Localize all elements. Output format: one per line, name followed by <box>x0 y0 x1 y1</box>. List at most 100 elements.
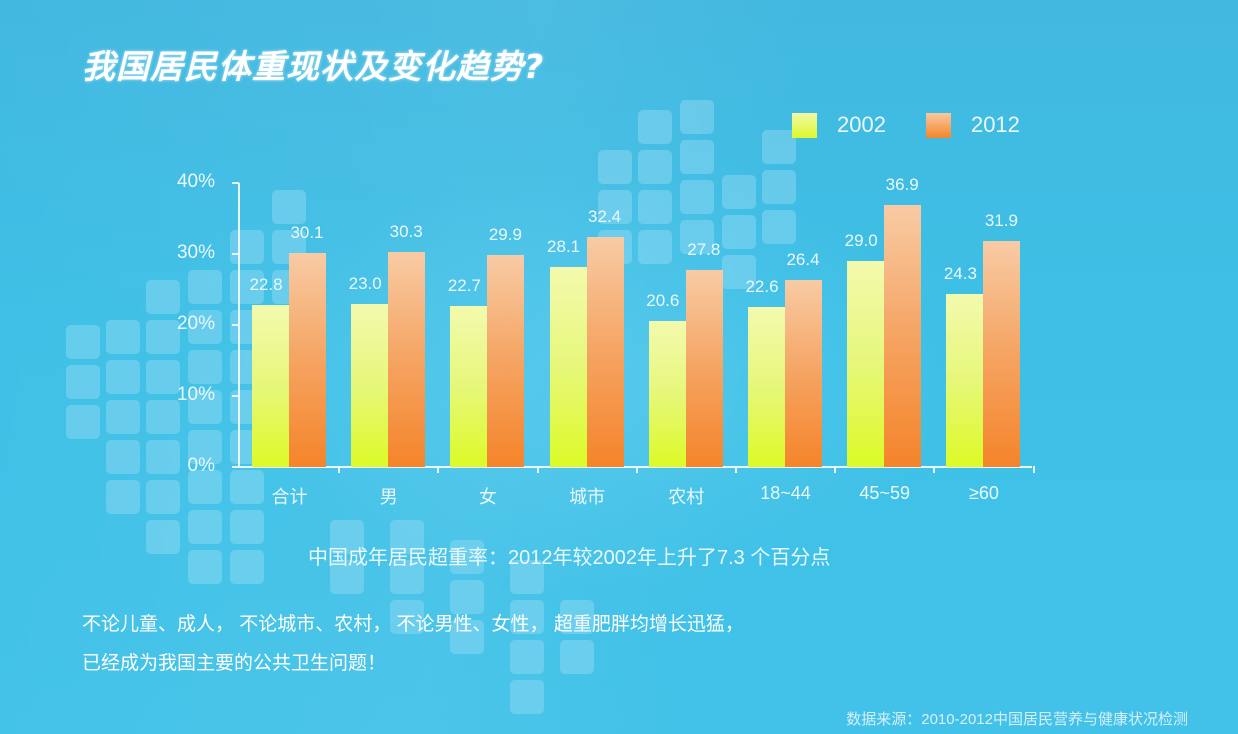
y-tick-label: 30% <box>176 242 215 263</box>
background-tile <box>680 100 714 134</box>
legend-item-2002: 2002 <box>792 112 886 138</box>
legend-swatch-2002 <box>792 112 817 138</box>
y-tick-label: 0% <box>187 455 215 476</box>
x-category-label: 女 <box>478 487 497 507</box>
page-title: 我国居民体重现状及变化趋势? <box>82 47 545 86</box>
background-tile <box>106 440 140 474</box>
bar-value-label: 27.8 <box>687 239 721 259</box>
background-tile <box>762 210 796 244</box>
x-tick <box>933 466 936 473</box>
legend-swatch-2012 <box>925 112 951 138</box>
x-tick <box>834 466 837 473</box>
background-tile <box>188 430 222 464</box>
background-tile <box>146 360 180 394</box>
bar-value-label: 20.6 <box>646 290 680 310</box>
background-tile <box>722 175 756 209</box>
background-tile <box>146 400 180 434</box>
background-tile <box>450 620 484 654</box>
bar-value-label: 29.9 <box>488 224 522 244</box>
note-line-2: 已经成为我国主要的公共卫生问题！ <box>82 653 387 674</box>
background-tile <box>762 130 796 164</box>
background-tile <box>188 510 222 544</box>
bar-value-label: 26.4 <box>786 249 820 269</box>
background-tile <box>66 365 100 399</box>
bar-2002 <box>450 305 488 467</box>
bar-2012 <box>289 253 326 467</box>
background-tile <box>66 325 100 359</box>
background-tile <box>230 270 264 304</box>
bar-2002 <box>549 267 587 467</box>
x-category-label: 男 <box>379 487 398 507</box>
background-tile <box>146 480 180 514</box>
bar-value-label: 29.0 <box>844 231 878 251</box>
background-tile <box>106 400 140 434</box>
bar-value-label: 30.1 <box>290 223 324 243</box>
bar-2002 <box>351 303 389 467</box>
background-tile <box>680 180 714 214</box>
background-tile <box>106 360 140 394</box>
background-tile <box>638 150 672 184</box>
bar-2012 <box>785 279 822 467</box>
note-line-1: 不论儿童、成人， 不论城市、农村， 不论男性、女性， 超重肥胖均增长迅猛， <box>82 614 744 635</box>
bar-2012 <box>884 205 922 467</box>
background-tile <box>146 520 180 554</box>
background-tile <box>230 470 264 504</box>
background-tile <box>390 520 424 554</box>
x-category-label: 城市 <box>569 487 606 507</box>
y-tick <box>232 466 239 468</box>
background-tile <box>188 270 222 304</box>
bar-value-label: 36.9 <box>885 175 919 194</box>
background-tile <box>598 190 632 224</box>
background-tile <box>390 560 424 594</box>
background-tile <box>188 310 222 344</box>
background-tile <box>188 470 222 504</box>
background-tile <box>638 190 672 224</box>
x-category-label: 合计 <box>271 487 308 507</box>
bar-value-label: 22.8 <box>249 275 283 295</box>
bar-2002 <box>946 294 984 467</box>
background-tile <box>560 640 594 674</box>
bar-value-label: 23.0 <box>348 273 382 293</box>
y-tick <box>232 253 239 255</box>
bar-2002 <box>252 305 289 467</box>
background-tile <box>722 215 756 249</box>
x-tick <box>1032 466 1035 473</box>
x-tick <box>437 466 440 473</box>
background-tile <box>390 600 424 634</box>
background-tile <box>106 480 140 514</box>
x-tick <box>338 466 341 473</box>
y-tick-label: 10% <box>176 384 215 405</box>
bar-2002 <box>847 261 885 467</box>
background-tile <box>680 140 714 174</box>
bar-2002 <box>748 306 785 467</box>
background-tile <box>146 320 180 354</box>
background-tile <box>560 600 594 634</box>
bar-value-label: 32.4 <box>588 206 622 226</box>
bar-value-label: 22.6 <box>745 276 779 296</box>
bar-value-label: 24.3 <box>943 264 977 284</box>
y-tick <box>232 395 239 397</box>
background-tile <box>330 560 364 594</box>
summary-text: 中国成年居民超重率：2012年较2002年上升了7.3 个百分点 <box>308 547 831 569</box>
background-tile <box>598 150 632 184</box>
background-tile <box>188 350 222 384</box>
x-category-label: 45~59 <box>859 483 910 503</box>
background-tile <box>680 220 714 254</box>
y-tick <box>232 324 239 326</box>
background-tile <box>230 230 264 264</box>
y-axis <box>238 183 240 468</box>
y-tick-label: 20% <box>176 313 215 334</box>
bar-2012 <box>388 251 426 467</box>
background-tile <box>510 680 544 714</box>
legend-label-2002: 2002 <box>837 112 886 137</box>
background-tile <box>188 390 222 424</box>
x-tick <box>635 466 638 473</box>
background-tile <box>146 440 180 474</box>
background-tile <box>762 170 796 204</box>
legend-label-2012: 2012 <box>970 112 1020 137</box>
background-tile <box>510 600 544 634</box>
background-tile <box>510 640 544 674</box>
background-tile <box>638 110 672 144</box>
bar-2002 <box>648 320 686 467</box>
